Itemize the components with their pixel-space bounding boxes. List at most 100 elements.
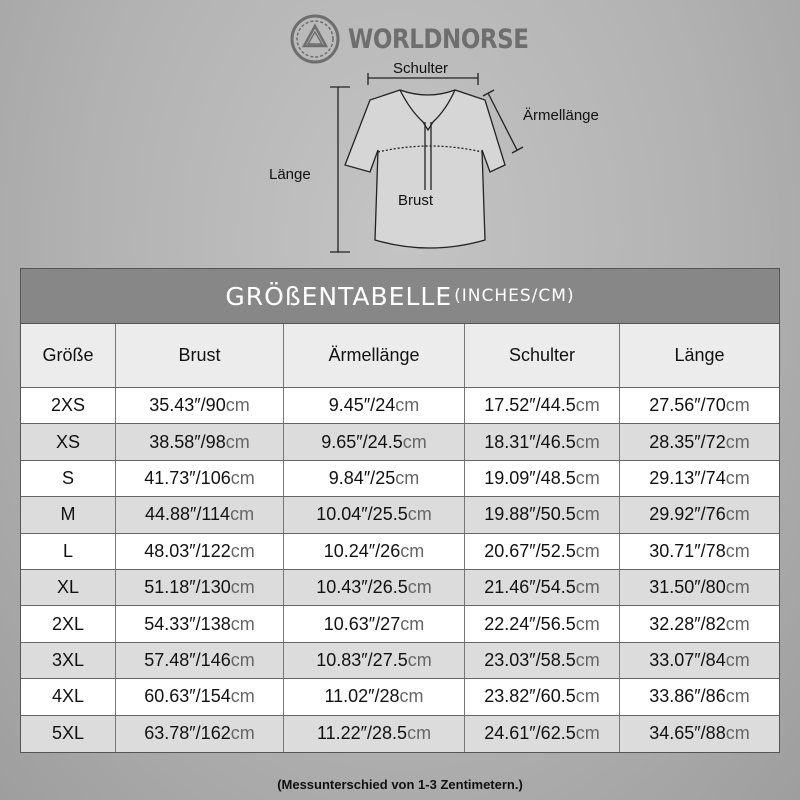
shoulder-cell: 23.03″/58.5 cm [465,642,620,679]
valknut-logo-icon [290,14,340,64]
table-row: XS 38.58″/98 cm 9.65″/24.5 cm 18.31″/46.5 cm 28… [21,424,779,461]
header-chest: Brust [116,324,284,387]
size-cell: S [21,460,116,497]
measurement-value: 22.24″/56.5 [484,613,576,634]
measurement-value: 31.50″/80 [649,577,726,598]
header-sleeve: Ärmellänge [284,324,465,387]
shoulder-cell: 19.09″/48.5 cm [465,460,620,497]
size-cell: 2XS [21,388,116,424]
measurement-value: 44.88″/114 [144,504,231,525]
shoulder-cell: 21.46″/54.5 cm [465,569,620,606]
unit-label: cm [575,540,600,561]
brand-logo: WORLDNORSE [290,13,560,65]
unit-label: cm [407,649,432,670]
sleeve-cell: 10.63″/27 cm [284,606,465,642]
measurement-value: 10.83″/27.5 [316,649,408,670]
chest-cell: 57.48″/146 cm [116,642,284,679]
unit-label: cm [575,467,600,488]
unit-label: cm [725,467,750,488]
unit-label: cm [230,504,255,525]
unit-label: cm [575,649,600,670]
header-shoulder: Schulter [465,324,620,387]
unit-label: cm [407,723,432,744]
length-cell: 33.07″/84 cm [620,643,779,678]
unit-label: cm [400,540,425,561]
sleeve-cell: 11.22″/28.5 cm [284,715,465,752]
unit-label: cm [225,395,250,416]
measurement-value: 35.43″/90 [149,395,226,416]
measurement-value: 57.48″/146 [144,649,231,670]
shoulder-cell: 19.88″/50.5 cm [465,497,620,533]
measurement-value: 38.58″/98 [149,431,226,452]
unit-label: cm [575,723,600,744]
size-table: GRÖßENTABELLE (INCHES/CM) Größe Brust Ärm… [20,268,780,753]
chest-label: Brust [398,192,434,209]
shoulder-cell: 17.52″/44.5 cm [465,388,620,424]
unit-label: cm [230,649,255,670]
unit-label: cm [575,395,600,416]
measurement-value: 33.07″/84 [649,649,726,670]
unit-label: cm [725,395,750,416]
measurement-value: 11.22″/28.5 [316,723,408,744]
shirt-icon [330,73,524,253]
shoulder-cell: 23.82″/60.5 cm [465,679,620,715]
length-cell: 29.92″/76 cm [620,497,779,532]
measurement-value: 10.24″/26 [323,540,401,561]
header-length: Länge [674,345,725,365]
unit-label: cm [230,723,255,744]
chest-cell: 54.33″/138 cm [116,606,284,642]
sleeve-length-label: Ärmellänge [523,107,599,124]
header-size: Größe [21,324,116,387]
sleeve-cell: 10.24″/26 cm [284,533,465,569]
measurement-value: 10.43″/26.5 [316,577,408,598]
shoulder-label: Schulter [393,60,449,77]
sleeve-cell: 10.83″/27.5 cm [284,642,465,679]
unit-label: cm [400,613,425,634]
measurement-value: 41.73″/106 [144,467,231,488]
unit-label: cm [575,431,600,452]
sleeve-cell: 11.02″/28 cm [284,679,465,715]
unit-label: cm [399,686,424,707]
measurement-value: 9.84″/25 [328,467,396,488]
unit-label: cm [725,613,750,634]
length-cell: 29.13″/74 cm [620,461,779,496]
table-row: M 44.88″/114 cm 10.04″/25.5 cm 19.88″/50.5 cm 2… [21,497,779,534]
measurement-value: 23.03″/58.5 [484,649,576,670]
unit-label: cm [725,431,750,452]
measurement-value: 34.65″/88 [649,723,726,744]
sleeve-cell: 9.65″/24.5 cm [284,424,465,460]
unit-label: cm [725,577,750,598]
unit-label: cm [575,504,600,525]
measurement-value: 51.18″/130 [144,577,231,598]
unit-label: cm [725,723,750,744]
chest-cell: 63.78″/162 cm [116,715,284,752]
unit-label: cm [230,686,255,707]
unit-label: cm [407,577,432,598]
measurement-value: 29.92″/76 [649,504,726,525]
length-cell: 34.65″/88 cm [620,716,779,752]
length-cell: 32.28″/82 cm [620,606,779,641]
unit-label: cm [725,686,750,707]
sleeve-cell: 10.04″/25.5 cm [284,497,465,533]
shoulder-cell: 22.24″/56.5 cm [465,606,620,642]
table-header-row: Größe Brust Ärmellänge Schulter Länge [21,324,779,388]
measurement-value: 21.46″/54.5 [484,577,576,598]
table-title: GRÖßENTABELLE (INCHES/CM) [21,269,779,324]
unit-label: cm [725,540,750,561]
measurement-value: 19.09″/48.5 [484,467,576,488]
measurement-value: 23.82″/60.5 [484,686,576,707]
unit-label: cm [225,431,250,452]
chest-cell: 51.18″/130 cm [116,569,284,606]
size-cell: 5XL [21,715,116,752]
table-row: 5XL 63.78″/162 cm 11.22″/28.5 cm 24.61″/62.5 c… [21,715,779,752]
measurement-value: 54.33″/138 [144,613,231,634]
shoulder-cell: 24.61″/62.5 cm [465,715,620,752]
length-cell: 30.71″/78 cm [620,534,779,569]
unit-label: cm [395,395,420,416]
sleeve-cell: 9.84″/25 cm [284,460,465,497]
unit-label: cm [725,649,750,670]
unit-label: cm [230,467,255,488]
unit-label: cm [230,613,255,634]
length-cell: 31.50″/80 cm [620,570,779,605]
length-label: Länge [269,166,311,183]
